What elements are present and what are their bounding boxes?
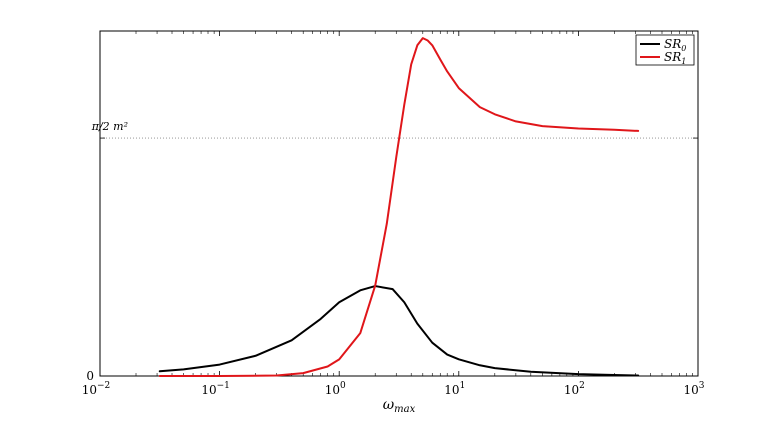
- y-tick-label: 0: [86, 369, 94, 383]
- x-tick-label: 101: [444, 381, 465, 397]
- x-tick-label: 100: [325, 381, 346, 397]
- y-tick-label-pi-over-2-m-squared: π/2 m²: [91, 120, 128, 133]
- x-tick-label: 10−2: [82, 381, 111, 397]
- legend-label-sr1: SR1: [664, 50, 686, 66]
- x-tick-label: 103: [683, 381, 704, 397]
- series-line-sr1: [158, 37, 640, 377]
- x-axis-label: ωmax: [383, 397, 416, 415]
- x-tick-label: 10−1: [201, 381, 230, 397]
- plot-area: [99, 30, 699, 377]
- legend-box: [635, 34, 695, 66]
- x-tick-label: 102: [564, 381, 585, 397]
- legend-label-sr0: SR0: [664, 37, 686, 53]
- series-line-sr0: [158, 285, 640, 377]
